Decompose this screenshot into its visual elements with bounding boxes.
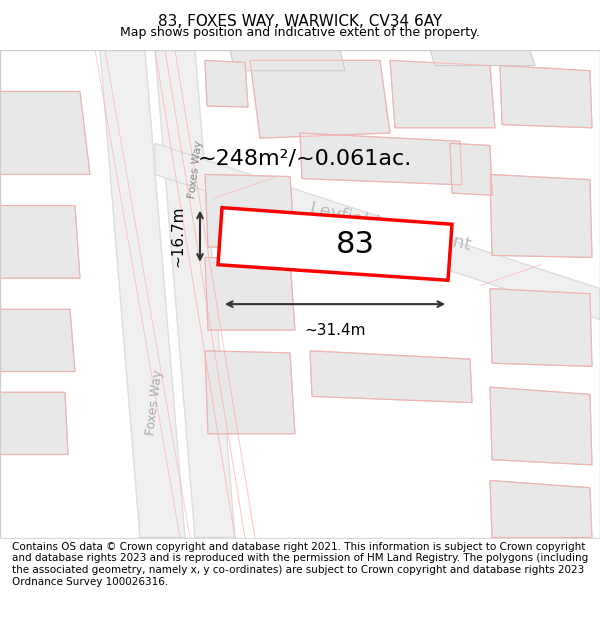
Polygon shape <box>205 351 295 434</box>
Text: Foxes Way: Foxes Way <box>187 139 205 199</box>
Text: Contains OS data © Crown copyright and database right 2021. This information is : Contains OS data © Crown copyright and d… <box>12 542 588 587</box>
Polygon shape <box>230 50 345 71</box>
Polygon shape <box>205 174 295 247</box>
Polygon shape <box>390 61 495 127</box>
Polygon shape <box>100 50 185 538</box>
Polygon shape <box>0 392 68 454</box>
Polygon shape <box>450 143 492 195</box>
Polygon shape <box>250 61 390 138</box>
Polygon shape <box>0 309 75 371</box>
Polygon shape <box>0 206 80 278</box>
Text: Foxes Way: Foxes Way <box>145 369 166 436</box>
Text: 83: 83 <box>335 230 374 259</box>
Polygon shape <box>0 91 90 174</box>
Polygon shape <box>155 50 235 538</box>
Text: Leyfields Crescent: Leyfields Crescent <box>308 199 472 254</box>
Text: ~31.4m: ~31.4m <box>304 322 366 338</box>
Polygon shape <box>500 66 592 128</box>
Text: Map shows position and indicative extent of the property.: Map shows position and indicative extent… <box>120 26 480 39</box>
Polygon shape <box>300 133 462 185</box>
Text: ~248m²/~0.061ac.: ~248m²/~0.061ac. <box>198 149 412 169</box>
Polygon shape <box>490 174 592 258</box>
Polygon shape <box>310 351 472 403</box>
Text: ~16.7m: ~16.7m <box>170 206 185 267</box>
Polygon shape <box>430 50 535 66</box>
Polygon shape <box>490 481 592 538</box>
Polygon shape <box>205 258 295 330</box>
Polygon shape <box>490 387 592 465</box>
Polygon shape <box>490 289 592 366</box>
Text: 83, FOXES WAY, WARWICK, CV34 6AY: 83, FOXES WAY, WARWICK, CV34 6AY <box>158 14 442 29</box>
Polygon shape <box>205 61 248 107</box>
Polygon shape <box>218 208 452 280</box>
Polygon shape <box>155 143 600 319</box>
